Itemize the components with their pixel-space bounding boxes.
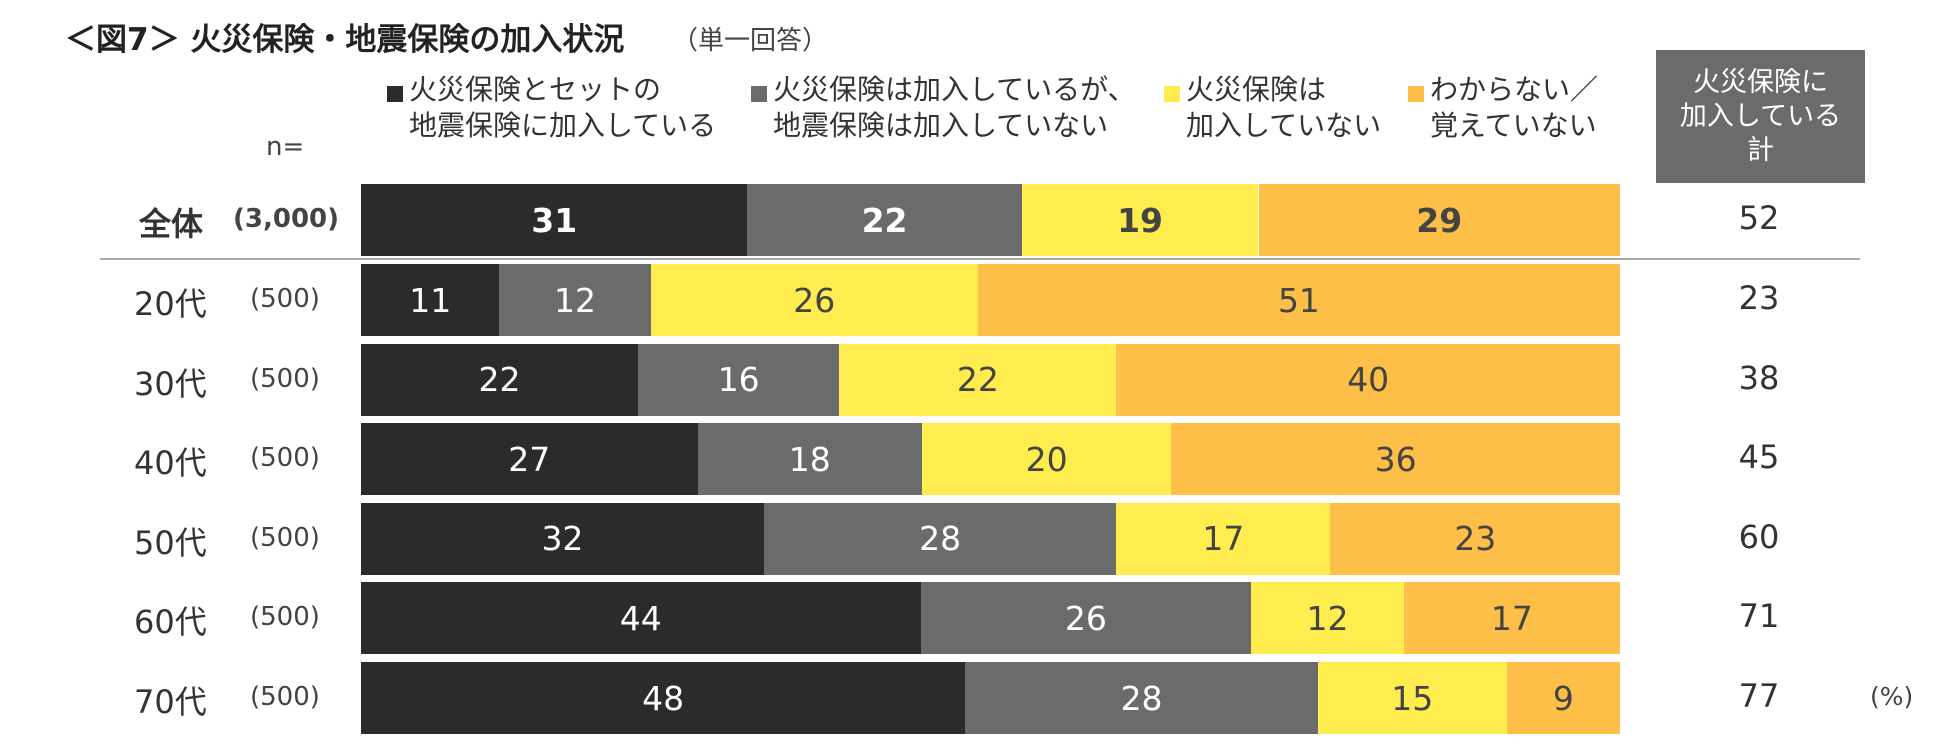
- bar-segment: 19: [1021, 184, 1259, 256]
- legend-label: 火災保険は加入しているが、 地震保険は加入していない: [773, 73, 1136, 142]
- n-value: (500): [250, 443, 320, 474]
- total-value: 45: [1738, 438, 1780, 477]
- bar-segment: 28: [965, 662, 1318, 734]
- total-value: 23: [1738, 279, 1780, 317]
- separator: [100, 258, 1860, 260]
- bar-segment: 27: [361, 423, 698, 496]
- category-label: 20代: [134, 285, 207, 323]
- n-value: (500): [250, 363, 320, 394]
- bar-segment: 18: [697, 423, 922, 496]
- bar-segment: 17: [1403, 582, 1620, 655]
- chart-subtitle: （単一回答）: [672, 26, 829, 56]
- n-label: n=: [266, 132, 305, 162]
- bar-segment: 11: [361, 264, 500, 336]
- legend-label: 火災保険は 加入していない: [1186, 73, 1382, 142]
- bar-segment: 26: [650, 264, 978, 336]
- category-label: 50代: [134, 523, 207, 562]
- bar-segment: 22: [839, 343, 1117, 416]
- unit-label: (%): [1870, 682, 1914, 711]
- bar-segment: 22: [361, 343, 638, 416]
- total-value: 52: [1738, 199, 1780, 237]
- category-label: 70代: [134, 683, 207, 721]
- bar-segment: 20: [921, 423, 1172, 496]
- bar-segment: 48: [361, 662, 966, 734]
- total-value: 77: [1738, 677, 1780, 715]
- n-value: (500): [250, 602, 320, 633]
- bar-segment: 17: [1116, 502, 1331, 575]
- bar-segment: 28: [763, 502, 1117, 575]
- legend-swatch: [1164, 86, 1180, 102]
- total-value: 38: [1738, 358, 1780, 397]
- bar-segment: 36: [1171, 423, 1620, 496]
- n-value: (500): [250, 284, 320, 314]
- legend-swatch: [751, 86, 767, 102]
- bar-segment: 32: [361, 502, 764, 575]
- total-value: 60: [1738, 517, 1780, 556]
- legend-swatch: [387, 86, 403, 102]
- n-value: (3,000): [233, 204, 340, 234]
- bar-segment: 29: [1258, 184, 1620, 256]
- legend-swatch: [1408, 86, 1424, 102]
- legend-label: 火災保険とセットの 地震保険に加入している: [409, 73, 717, 142]
- bar-segment: 12: [1251, 582, 1404, 655]
- category-label: 40代: [134, 444, 207, 483]
- total-header: 火災保険に 加入している 計: [1656, 50, 1865, 183]
- bar-segment: 40: [1116, 343, 1620, 416]
- n-value: (500): [250, 522, 320, 553]
- bar-segment: 16: [637, 343, 840, 416]
- bar-segment: 31: [361, 184, 748, 256]
- category-label: 全体: [139, 205, 204, 243]
- total-value: 71: [1738, 597, 1780, 636]
- bar-segment: 44: [361, 582, 921, 655]
- bar-segment: 23: [1330, 502, 1620, 575]
- category-label: 30代: [134, 364, 207, 403]
- bar-segment: 12: [499, 264, 651, 336]
- category-label: 60代: [134, 603, 207, 642]
- bar-segment: 51: [977, 264, 1620, 336]
- bar-segment: 26: [920, 582, 1252, 655]
- bar-segment: 9: [1506, 662, 1620, 734]
- legend-label: わからない／ 覚えていない: [1430, 73, 1599, 142]
- n-value: (500): [250, 682, 320, 712]
- bar-segment: 22: [747, 184, 1022, 256]
- bar-segment: 15: [1317, 662, 1507, 734]
- chart-title: ＜図7＞ 火災保険・地震保険の加入状況: [65, 22, 625, 58]
